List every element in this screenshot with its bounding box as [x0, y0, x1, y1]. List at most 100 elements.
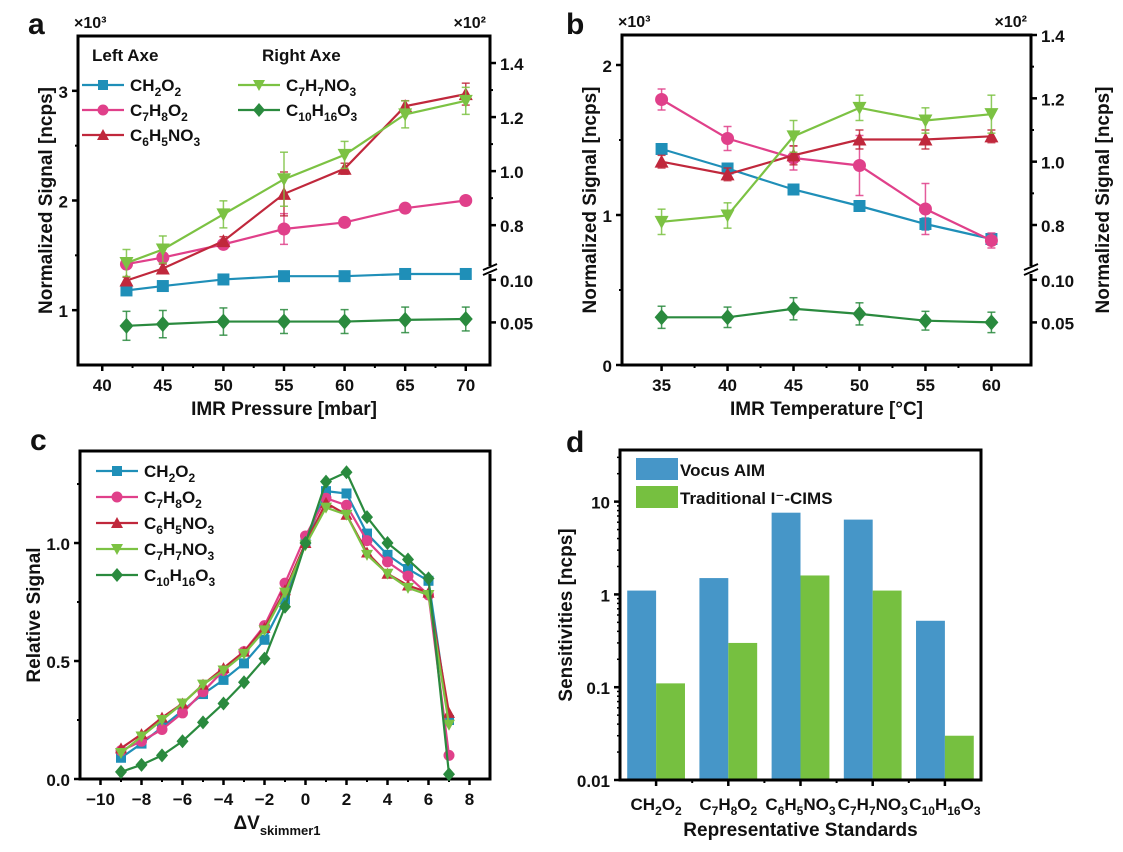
legend-marker — [112, 466, 122, 476]
data-point-C7H7NO3 — [279, 587, 291, 599]
y-left-tick-label: 0 — [603, 357, 612, 376]
series-line-C7H8O2 — [661, 98, 992, 242]
series-CH2O2 — [655, 143, 998, 245]
legend-item-C7H8O2: C7H8O2 — [96, 488, 202, 511]
data-point-C7H7NO3 — [119, 257, 134, 270]
legend-swatch — [636, 486, 678, 508]
data-point-C10H16O3 — [720, 309, 735, 326]
y-right-axis-title: Normalized Signal [ncps] — [1093, 87, 1114, 314]
series-C7H7NO3 — [115, 502, 455, 760]
data-point-C7H7NO3 — [720, 209, 735, 223]
axis-break-gap — [1025, 266, 1037, 274]
x-tick-label: 2 — [342, 790, 351, 809]
legend-label: C6H5NO3 — [144, 514, 214, 537]
x-tick-label: CH2O2 — [631, 795, 682, 818]
bar-vocus-C6H5NO3 — [771, 512, 801, 780]
x-axis-title: ΔVskimmer1 — [233, 813, 320, 838]
legend-label: CH2O2 — [130, 76, 181, 99]
data-point-C10H16O3 — [786, 300, 801, 317]
y-right-tick-label: 1.0 — [1041, 154, 1065, 173]
x-tick-label: 60 — [335, 376, 354, 395]
legend-label: C10H16O3 — [286, 101, 358, 124]
legend-item-traditional: Traditional I⁻-CIMS — [636, 486, 833, 508]
x-tick-label: −10 — [86, 790, 115, 809]
legend-item-CH2O2: CH2O2 — [96, 462, 195, 485]
bar-traditional-C7H7NO3 — [872, 590, 902, 780]
x-tick-label: 6 — [424, 790, 433, 809]
axis-break-mark — [1023, 263, 1039, 271]
data-point-CH2O2 — [382, 549, 393, 560]
series-C7H8O2 — [655, 88, 998, 249]
data-point-C10H16O3 — [361, 510, 373, 525]
data-point-C7H8O2 — [156, 723, 168, 735]
x-axis-title: IMR Pressure [mbar] — [191, 399, 377, 420]
data-point-C10H16O3 — [197, 715, 209, 730]
series-CH2O2 — [120, 267, 472, 297]
data-point-C6H5NO3 — [216, 234, 231, 248]
legend-item-C7H8O2: C7H8O2 — [82, 101, 188, 124]
legend-header-right: Right Axe — [262, 46, 341, 65]
legend-label: Vocus AIM — [680, 461, 765, 480]
data-point-C7H7NO3 — [443, 719, 455, 731]
data-point-CH2O2 — [259, 634, 270, 645]
panel-b-chart: 35 40 45 50 55 60 0 1 2 0.8 1.0 1.2 1.4 0.05 0.10 ×10³ ×… — [580, 14, 1114, 420]
series-C10H16O3 — [119, 306, 473, 342]
legend-marker — [97, 129, 109, 140]
data-point-C7H8O2 — [852, 159, 866, 172]
y-axis-title: Normalized Signal [ncps] — [580, 87, 601, 314]
data-point-C10H16O3 — [279, 599, 291, 614]
data-point-C10H16O3 — [398, 311, 413, 328]
axis-break-mark — [1023, 268, 1039, 276]
data-point-C10H16O3 — [918, 312, 933, 329]
legend: CH2O2 C7H8O2 C6H5NO3 C7H7NO3 C10H16O3 — [96, 462, 216, 589]
legend-swatch — [636, 458, 678, 480]
x-tick-label: −6 — [173, 790, 192, 809]
data-point-C7H7NO3 — [258, 625, 271, 637]
x-tick-label: 60 — [982, 376, 1001, 395]
data-point-C10H16O3 — [119, 317, 134, 334]
data-point-C10H16O3 — [320, 474, 332, 489]
y-right-tick-label: 0.10 — [500, 272, 533, 291]
y-axis-title: Sensitivities [ncps] — [556, 528, 577, 701]
y-right-tick-label: 1.4 — [1041, 27, 1065, 46]
x-axis-title: IMR Temperature [°C] — [730, 399, 923, 420]
data-point-C7H7NO3 — [155, 243, 170, 257]
y-tick-label: 10 — [591, 494, 610, 513]
data-point-C6H5NO3 — [918, 132, 933, 146]
data-point-CH2O2 — [655, 143, 668, 155]
series-line-CH2O2 — [661, 147, 992, 241]
y-right-multiplier: ×10² — [454, 15, 486, 32]
data-point-C7H7NO3 — [422, 589, 435, 601]
legend-marker — [253, 103, 265, 117]
legend-item-vocus: Vocus AIM — [636, 458, 765, 480]
legend-label: C7H7NO3 — [144, 540, 214, 563]
data-point-C10H16O3 — [217, 696, 230, 711]
data-point-C7H8O2 — [655, 93, 669, 106]
data-point-C7H7NO3 — [398, 108, 413, 122]
axis-break-mark — [482, 268, 498, 276]
x-tick-label: 40 — [718, 376, 737, 395]
bar-traditional-C6H5NO3 — [800, 575, 830, 780]
legend-item-C10H16O3: C10H16O3 — [238, 101, 358, 124]
x-axis-title: Representative Standards — [683, 820, 917, 841]
bar-traditional-CH2O2 — [656, 683, 685, 780]
data-point-CH2O2 — [341, 488, 352, 499]
plot-frame — [620, 33, 1033, 367]
data-point-CH2O2 — [217, 273, 230, 286]
data-point-C6H5NO3 — [984, 129, 999, 143]
legend-marker — [97, 104, 109, 116]
x-tick-label: 55 — [275, 376, 294, 395]
y-axis-title: Relative Signal — [24, 547, 45, 682]
axis-break-mark — [482, 263, 498, 271]
data-point-C10H16O3 — [402, 552, 414, 567]
panel-letter-c: c — [30, 424, 47, 457]
data-point-C6H5NO3 — [654, 154, 669, 168]
data-point-C7H7NO3 — [176, 698, 189, 710]
series-C10H16O3 — [654, 296, 999, 334]
x-tick-label: 4 — [383, 790, 393, 809]
series-C6H5NO3 — [654, 129, 999, 182]
x-tick-label: 65 — [396, 376, 415, 395]
data-point-C7H7NO3 — [458, 94, 473, 108]
